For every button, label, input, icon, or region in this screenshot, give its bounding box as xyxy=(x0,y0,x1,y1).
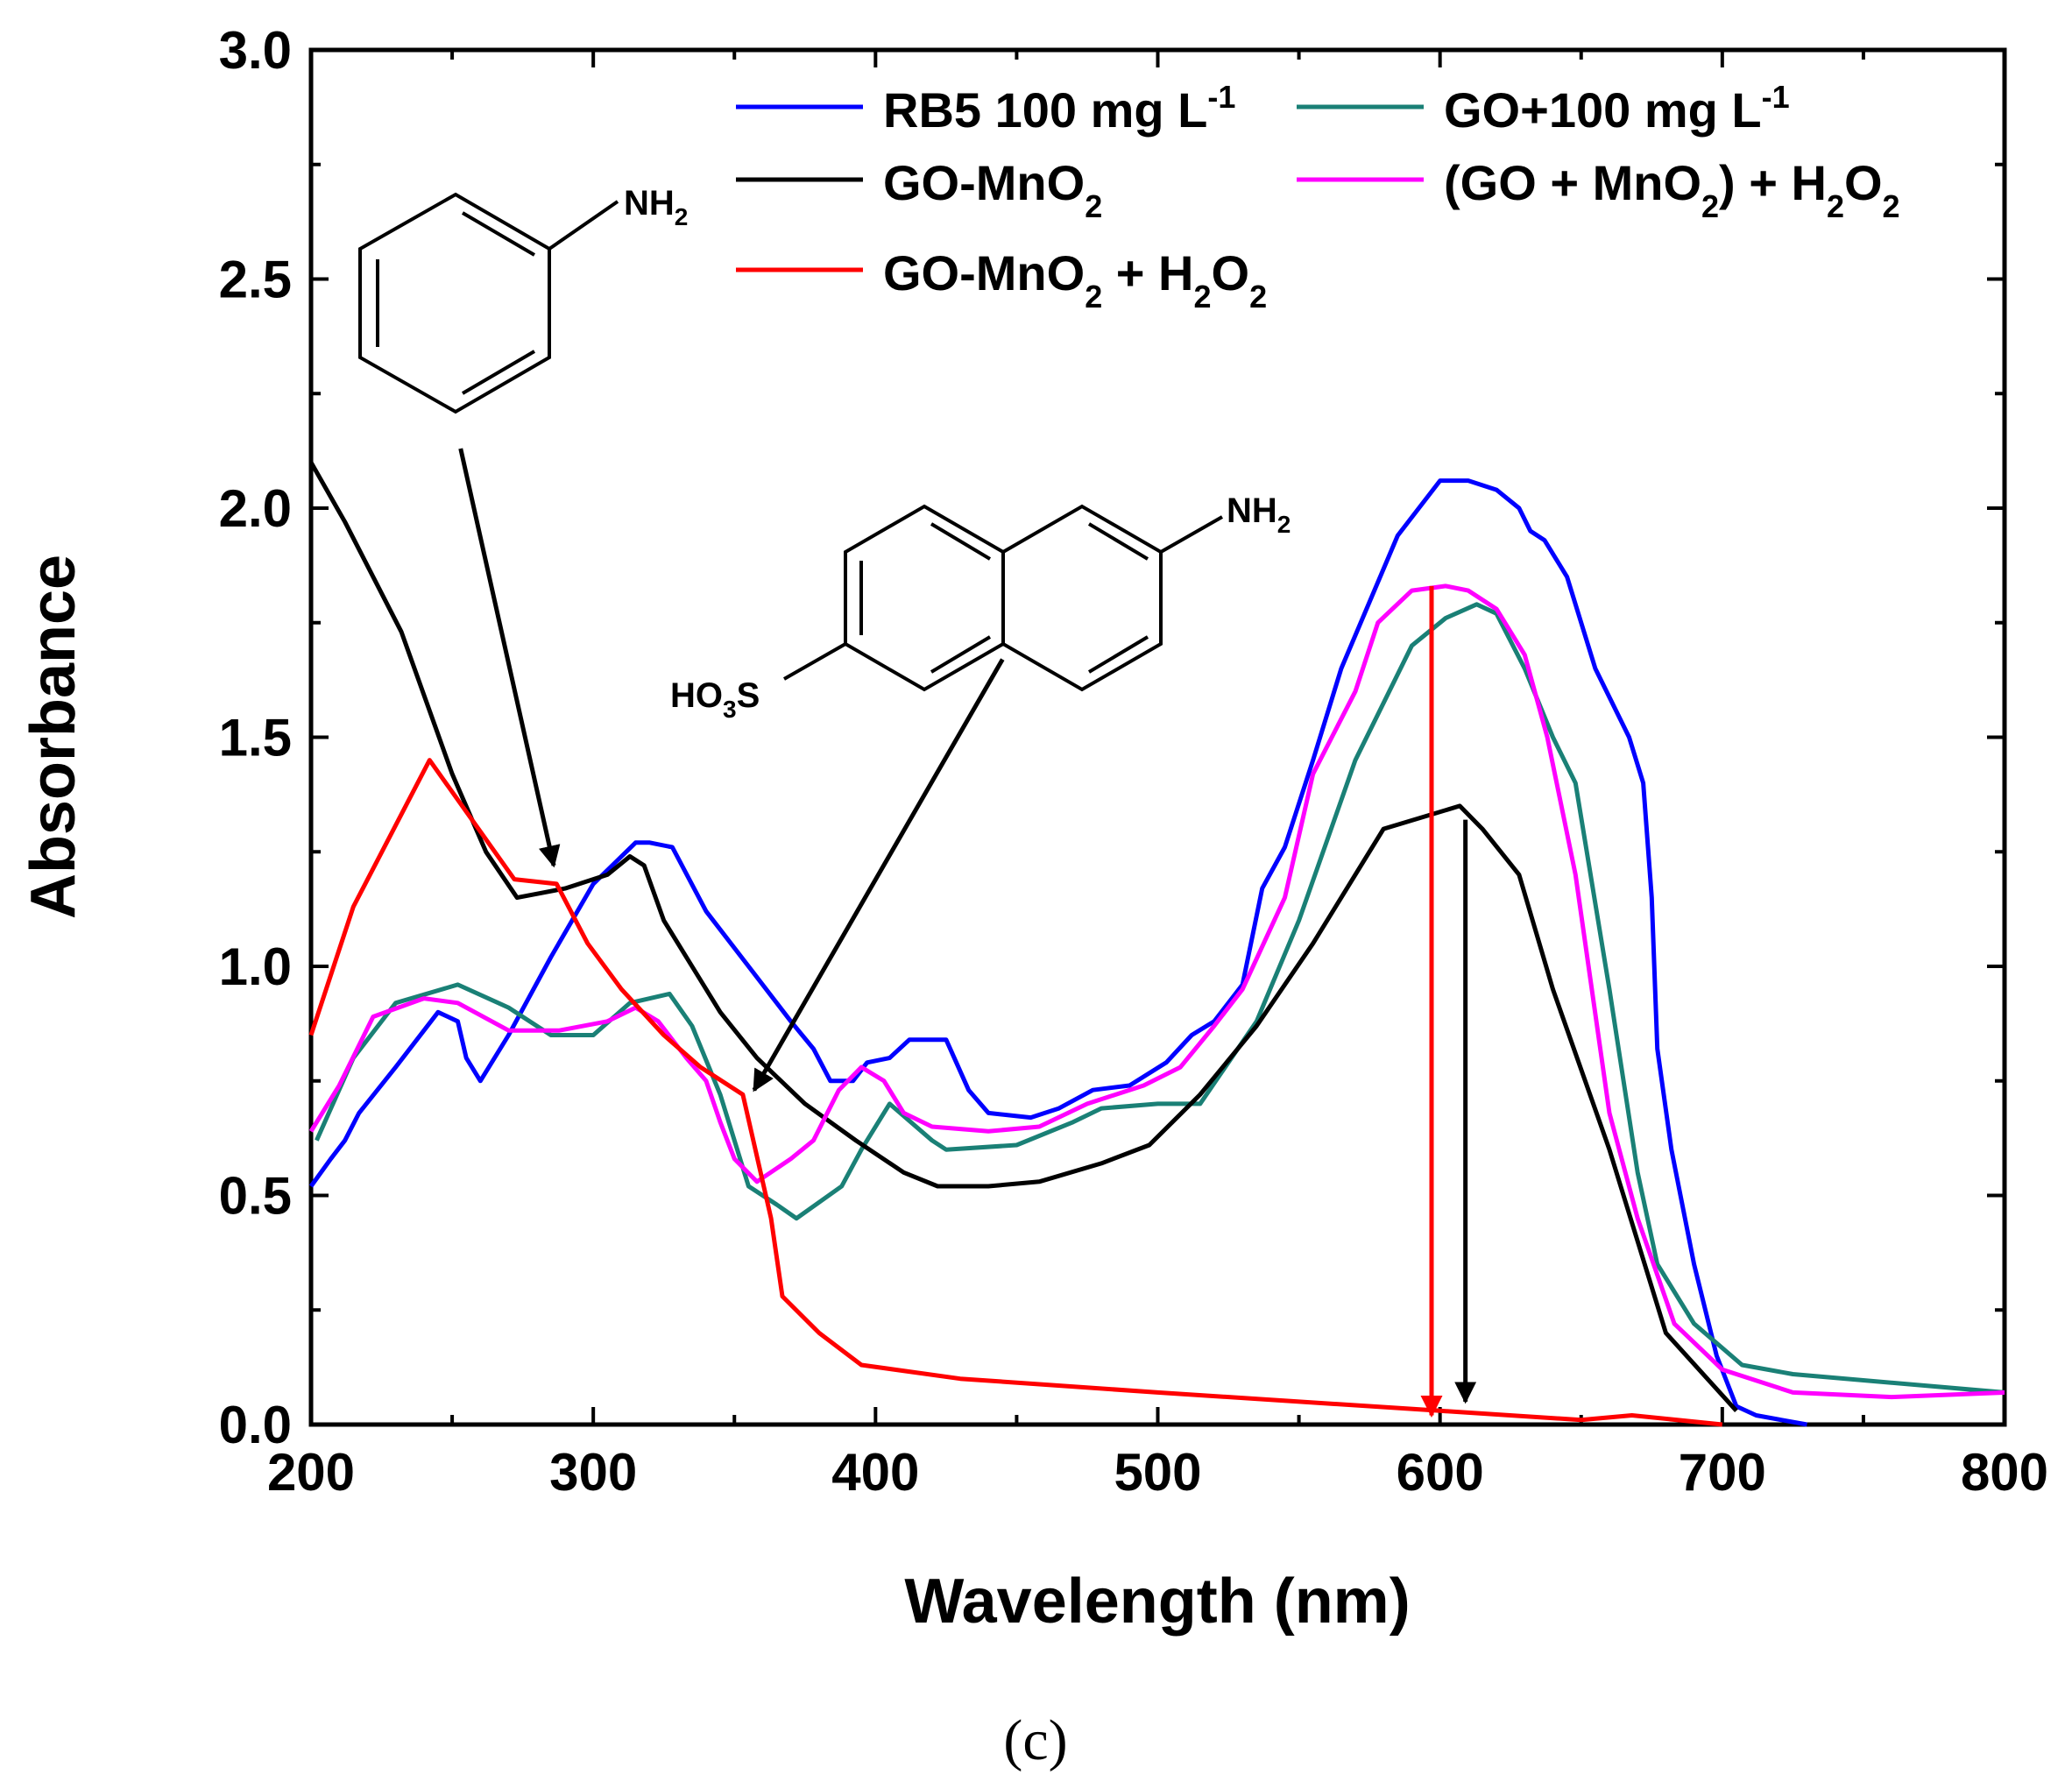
series-line-0 xyxy=(308,478,1807,1427)
y-tick-label: 2.5 xyxy=(219,251,292,309)
x-tick-label: 300 xyxy=(549,1443,637,1502)
y-tick-label: 1.5 xyxy=(219,709,292,767)
y-tick-labels: 0.0 0.5 1.0 1.5 2.0 2.5 3.0 xyxy=(219,21,292,1454)
y-axis-title: Absorbance xyxy=(18,555,88,919)
aniline-structure xyxy=(358,192,619,414)
y-tick-label: 0.0 xyxy=(219,1396,292,1454)
legend-label-go-mno2-h2o2: GO-MnO2 + H2O2 xyxy=(883,245,1267,315)
x-tick-label: 600 xyxy=(1397,1443,1484,1502)
y-tick-label: 1.0 xyxy=(219,937,292,996)
legend-label-rb5: RB5 100 mg L-1 xyxy=(883,79,1235,138)
panel-label: (c) xyxy=(1003,1708,1067,1772)
naphthalene-nh2-label: NH2 xyxy=(1227,491,1291,538)
axis-ticks xyxy=(309,48,2006,1426)
legend-label-go-plus-mno2-h2o2: (GO + MnO2) + H2O2 xyxy=(1444,155,1900,224)
series-line-4 xyxy=(308,758,1723,1427)
naphthalene-so3h-label: HO3S xyxy=(670,676,760,723)
x-tick-label: 700 xyxy=(1679,1443,1766,1502)
annotation-arrow-0 xyxy=(458,448,561,868)
annotation-arrows xyxy=(458,448,1477,1418)
y-tick-label: 2.0 xyxy=(219,479,292,538)
annotation-arrow-1 xyxy=(752,658,1005,1092)
legend: RB5 100 mg L-1 GO+100 mg L-1 GO-MnO2 (GO… xyxy=(736,79,1900,315)
x-tick-label: 800 xyxy=(1961,1443,2048,1502)
y-tick-label: 0.5 xyxy=(219,1167,292,1226)
y-tick-label: 3.0 xyxy=(219,21,292,80)
x-tick-label: 200 xyxy=(267,1443,355,1502)
series-line-1 xyxy=(315,602,2005,1395)
x-axis-title: Wavelength (nm) xyxy=(904,1566,1410,1637)
x-tick-label: 400 xyxy=(831,1443,919,1502)
x-tick-labels: 200 300 400 500 600 700 800 xyxy=(267,1443,2048,1502)
legend-label-go-mno2: GO-MnO2 xyxy=(883,155,1102,224)
series-line-2 xyxy=(308,461,1738,1412)
legend-label-go-100: GO+100 mg L-1 xyxy=(1444,79,1790,138)
series-lines xyxy=(308,461,2005,1427)
series-line-3 xyxy=(308,583,2005,1400)
x-tick-label: 500 xyxy=(1114,1443,1201,1502)
naphthalene-structure xyxy=(783,504,1223,692)
aniline-nh2-label: NH2 xyxy=(624,184,688,230)
